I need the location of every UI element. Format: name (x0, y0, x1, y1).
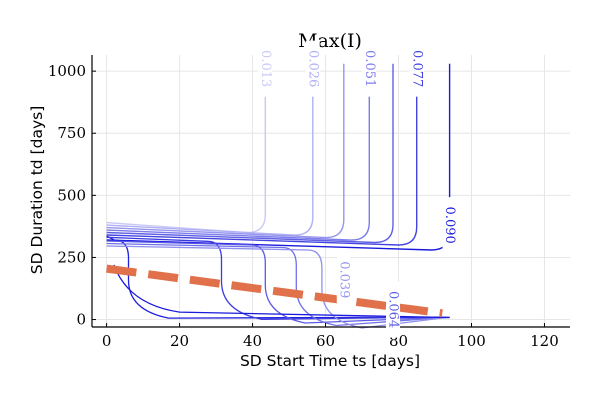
y-tick-label: 500 (57, 186, 86, 204)
contour-label-0.039: 0.039 (336, 261, 351, 298)
contour-line-inner (106, 242, 450, 327)
x-tick-label: 100 (457, 332, 486, 350)
x-tick-label: 120 (530, 332, 559, 350)
optimal-boundary-line (106, 264, 443, 318)
contour-line-0.051 (106, 63, 370, 241)
contour-label-0.013: 0.013 (258, 50, 273, 87)
grid (92, 55, 570, 327)
optimal-boundary (106, 264, 443, 318)
contour-labels: 0.013 0.026 0.039 0.051 0.064 0.077 0.090 (258, 40, 457, 338)
contour-label-0.077: 0.077 (409, 50, 424, 87)
contour-line-inner (106, 245, 450, 329)
y-tick-label: 250 (57, 248, 86, 266)
contour-line-0.013 (106, 63, 266, 234)
x-tick-label: 0 (102, 332, 112, 350)
y-tick-label: 750 (57, 124, 86, 142)
contour-label-0.064: 0.064 (386, 291, 401, 328)
x-axis-label: SD Start Time ts [days] (240, 352, 420, 370)
contour-label-0.026: 0.026 (305, 50, 320, 87)
contour-line-inner (106, 236, 450, 320)
y-tick-label: 1000 (48, 62, 86, 80)
contour-label-bg (386, 281, 401, 338)
x-tick-label: 20 (170, 332, 189, 350)
contour-line-0.039 (106, 63, 345, 239)
contour-line-0.026 (106, 63, 314, 236)
contour-line-0.064 (106, 63, 394, 244)
contour-line-0.077 (106, 63, 418, 246)
y-axis-label: SD Duration td [days] (28, 106, 46, 274)
contour-label-0.090: 0.090 (442, 207, 457, 244)
y-tick-label: 0 (76, 311, 86, 329)
contour-label-bg (336, 251, 351, 308)
contour-label-bg (442, 197, 457, 254)
contour-label-bg (362, 40, 377, 97)
x-tick-label: 40 (243, 332, 262, 350)
contour-label-0.051: 0.051 (362, 50, 377, 87)
axes (91, 55, 570, 328)
contour-label-bg (409, 40, 424, 97)
contour-label-bg (305, 40, 320, 97)
contour-label-bg (258, 40, 273, 97)
contour-line-inner (106, 240, 450, 324)
x-tick-label: 60 (316, 332, 335, 350)
